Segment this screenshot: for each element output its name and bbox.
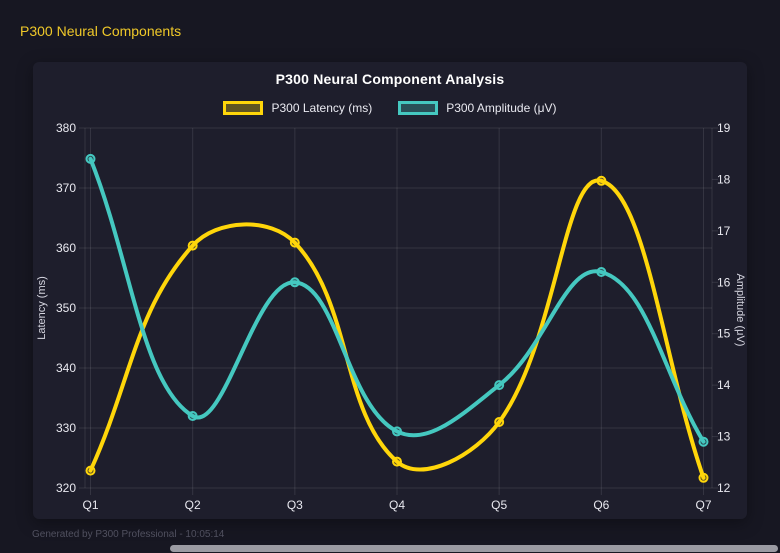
legend-label-latency: P300 Latency (ms) (271, 101, 373, 115)
amplitude-swatch-icon (398, 101, 439, 115)
axis-tick-label: 13 (717, 430, 731, 444)
data-point[interactable] (187, 240, 198, 251)
axis-tick-label: Q3 (287, 498, 303, 512)
axis-tick-label: 17 (717, 224, 731, 238)
axis-tick-label: Q4 (389, 498, 405, 512)
axis-tick-label: 15 (717, 327, 731, 341)
axis-tick-label: Q5 (491, 498, 507, 512)
data-point[interactable] (596, 175, 607, 186)
axis-tick-label: Q7 (695, 498, 711, 512)
data-point[interactable] (85, 465, 96, 476)
axis-tick-label: 320 (56, 481, 76, 495)
data-point[interactable] (289, 237, 300, 248)
axis-tick-label: 380 (56, 121, 76, 135)
axis-tick-label: 14 (717, 378, 731, 392)
latency-swatch-icon (223, 101, 264, 115)
axis-tick-label: 360 (56, 241, 76, 255)
axis-tick-label: 330 (56, 421, 76, 435)
data-point[interactable] (392, 426, 402, 437)
data-point[interactable] (494, 380, 505, 391)
left-axis-title: Latency (ms) (36, 276, 48, 340)
axis-tick-label: 12 (717, 481, 731, 495)
axis-tick-label: 19 (717, 121, 731, 135)
series-line-1 (88, 156, 706, 444)
page-title: P300 Neural Components (20, 23, 182, 39)
axis-tick-label: 370 (56, 181, 76, 195)
footer-status: Generated by P300 Professional - 10:05:1… (32, 529, 225, 540)
horizontal-scrollbar[interactable] (170, 545, 778, 552)
data-point[interactable] (392, 456, 402, 467)
data-point[interactable] (698, 436, 709, 447)
chart-card: P300 Neural Component Analysis P300 Late… (33, 62, 747, 519)
legend-label-amplitude: P300 Amplitude (μV) (446, 101, 557, 115)
chart-title: P300 Neural Component Analysis (275, 71, 505, 87)
data-point[interactable] (596, 267, 607, 277)
axis-tick-label: Q2 (185, 498, 201, 512)
axis-tick-label: Q1 (82, 498, 98, 512)
data-point[interactable] (187, 411, 198, 421)
right-axis-title: Amplitude (μV) (734, 274, 746, 347)
data-point[interactable] (698, 472, 709, 483)
axis-tick-label: 350 (56, 301, 76, 315)
axis-tick-label: 340 (56, 361, 76, 375)
data-point[interactable] (289, 277, 300, 288)
axis-tick-label: Q6 (593, 498, 609, 512)
data-point[interactable] (85, 153, 96, 164)
chart-legend: P300 Latency (ms) P300 Amplitude (μV) (33, 101, 747, 115)
legend-item-latency[interactable]: P300 Latency (ms) (223, 101, 372, 115)
data-point[interactable] (494, 417, 505, 427)
axis-tick-label: 16 (717, 275, 731, 289)
legend-item-amplitude[interactable]: P300 Amplitude (μV) (398, 101, 557, 115)
chart-canvas: 380 370 360 350 340 330 320 Q1 Q2 Q3 Q4 Q5 Q6 Q7 19 18 1… (36, 121, 746, 512)
axis-tick-label: 18 (717, 172, 731, 186)
